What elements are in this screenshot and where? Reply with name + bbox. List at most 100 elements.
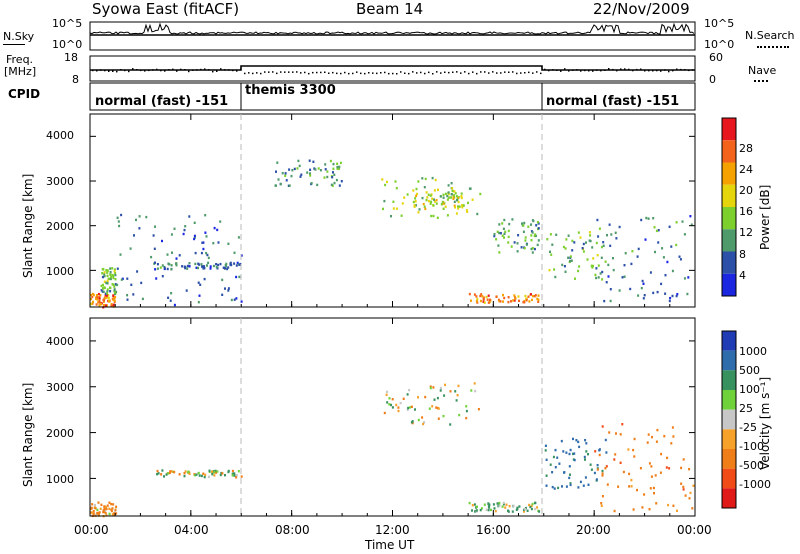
data-cell (239, 262, 242, 266)
nave-dot (560, 70, 562, 72)
data-cell (114, 292, 116, 296)
data-cell (594, 273, 597, 277)
nsearch-tick-bottom: 10^0 (704, 38, 735, 51)
data-cell (194, 251, 197, 255)
nave-dot (256, 72, 258, 74)
data-cell (453, 194, 455, 197)
data-cell (568, 465, 571, 468)
data-cell (106, 504, 109, 507)
data-cell (154, 268, 157, 271)
xtick-0000: 00:00 (74, 523, 109, 537)
data-cell (157, 472, 160, 475)
data-cell (512, 299, 515, 302)
data-cell (680, 466, 683, 470)
nave-dot (268, 71, 270, 73)
data-cell (430, 214, 433, 218)
data-cell (439, 195, 442, 198)
data-cell (633, 437, 636, 441)
data-cell (90, 293, 92, 297)
data-cell (120, 213, 123, 217)
nave-dot (128, 70, 130, 73)
data-cell (96, 298, 99, 301)
vel-cbar-tick-25: 25 (739, 402, 753, 415)
data-cell (460, 192, 463, 195)
data-cell (508, 505, 511, 508)
nave-dot (296, 71, 298, 73)
nave-dot (600, 69, 602, 72)
data-cell (111, 267, 114, 270)
data-cell (109, 286, 112, 290)
data-cell (92, 510, 95, 513)
data-cell (233, 262, 236, 265)
data-cell (200, 474, 203, 478)
data-cell (156, 267, 159, 270)
data-cell (212, 264, 215, 268)
data-cell (521, 222, 523, 225)
nsky-trace (89, 22, 695, 36)
data-cell (503, 236, 505, 239)
data-cell (331, 176, 334, 179)
data-cell (652, 291, 655, 295)
nave-dot (520, 72, 522, 74)
data-cell (224, 287, 226, 290)
data-cell (490, 508, 492, 512)
data-cell (101, 268, 104, 271)
data-cell (332, 171, 334, 174)
data-cell (511, 510, 514, 513)
data-cell (589, 234, 592, 237)
data-cell (161, 239, 163, 243)
data-cell (518, 505, 521, 508)
data-cell (152, 234, 155, 237)
nsky-panel (89, 21, 696, 51)
data-cell (187, 470, 190, 473)
data-cell (548, 269, 551, 272)
data-cell (281, 172, 284, 175)
data-cell (575, 439, 578, 442)
data-cell (530, 234, 533, 237)
data-cell (498, 504, 501, 507)
data-cell (531, 251, 534, 254)
nave-dot (316, 71, 318, 74)
data-cell (193, 474, 196, 477)
data-cell (316, 183, 319, 187)
data-cell (336, 165, 339, 169)
data-cell (91, 302, 94, 305)
data-cell (408, 406, 411, 409)
data-cell (317, 167, 320, 170)
data-cell (109, 277, 112, 281)
data-cell (395, 187, 398, 190)
nave-dot (460, 72, 462, 74)
data-cell (613, 458, 616, 461)
data-cell (106, 292, 109, 295)
data-cell (564, 270, 567, 273)
data-cell (102, 283, 104, 287)
data-cell (449, 390, 452, 393)
data-cell (150, 255, 153, 259)
nave-dot (384, 71, 386, 74)
nave-dot (212, 70, 214, 73)
freq-label-2: [MHz] (4, 65, 37, 78)
nave-dot (684, 69, 686, 71)
data-cell (170, 470, 173, 473)
data-cell (528, 300, 531, 303)
data-cell (585, 450, 588, 453)
data-cell (104, 506, 107, 509)
data-cell (457, 205, 459, 208)
velocity-data-cells (90, 382, 695, 518)
data-cell (615, 432, 617, 435)
data-cell (291, 169, 294, 172)
nave-dot (240, 68, 242, 70)
data-cell (657, 241, 660, 244)
data-cell (429, 194, 432, 197)
data-cell (479, 192, 482, 196)
data-cell (200, 251, 203, 255)
nave-dot (488, 72, 490, 74)
data-cell (424, 395, 427, 399)
data-cell (417, 211, 420, 214)
data-cell (401, 202, 404, 205)
data-cell (197, 301, 200, 304)
nave-dot (120, 69, 122, 71)
data-cell (682, 488, 685, 491)
nave-dot (464, 71, 466, 73)
nave-dot (248, 72, 250, 74)
